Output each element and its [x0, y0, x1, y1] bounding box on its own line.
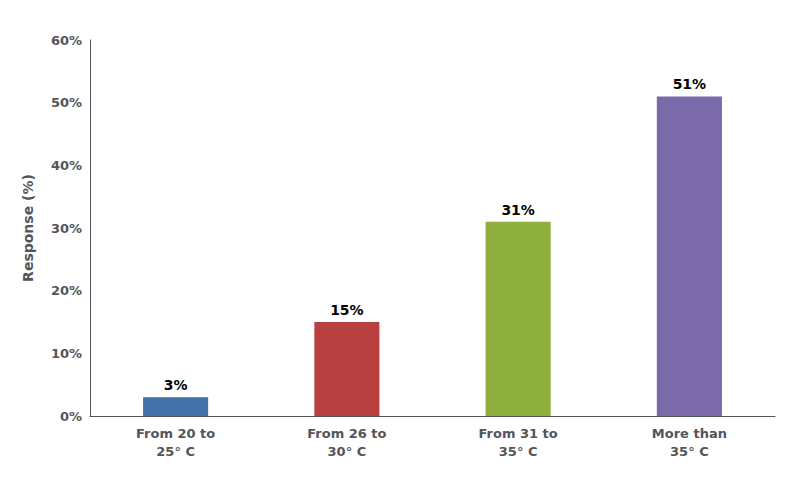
svg-text:25° C: 25° C: [156, 444, 195, 459]
svg-text:3%: 3%: [164, 377, 188, 393]
svg-text:Response (%): Response (%): [20, 174, 36, 282]
svg-text:30° C: 30° C: [328, 444, 367, 459]
svg-text:35° C: 35° C: [499, 444, 538, 459]
svg-text:From 20 to: From 20 to: [136, 426, 215, 441]
svg-text:From 26 to: From 26 to: [307, 426, 386, 441]
svg-text:31%: 31%: [501, 202, 535, 218]
svg-text:15%: 15%: [330, 302, 364, 318]
svg-text:10%: 10%: [51, 346, 82, 361]
svg-text:35° C: 35° C: [670, 444, 709, 459]
svg-text:51%: 51%: [673, 76, 707, 92]
svg-text:50%: 50%: [51, 95, 82, 110]
svg-text:0%: 0%: [60, 409, 82, 424]
svg-text:40%: 40%: [51, 158, 82, 173]
svg-text:From 31 to: From 31 to: [479, 426, 558, 441]
svg-text:More than: More than: [652, 426, 727, 441]
svg-text:60%: 60%: [51, 33, 82, 48]
svg-text:20%: 20%: [51, 283, 82, 298]
svg-text:30%: 30%: [51, 221, 82, 236]
